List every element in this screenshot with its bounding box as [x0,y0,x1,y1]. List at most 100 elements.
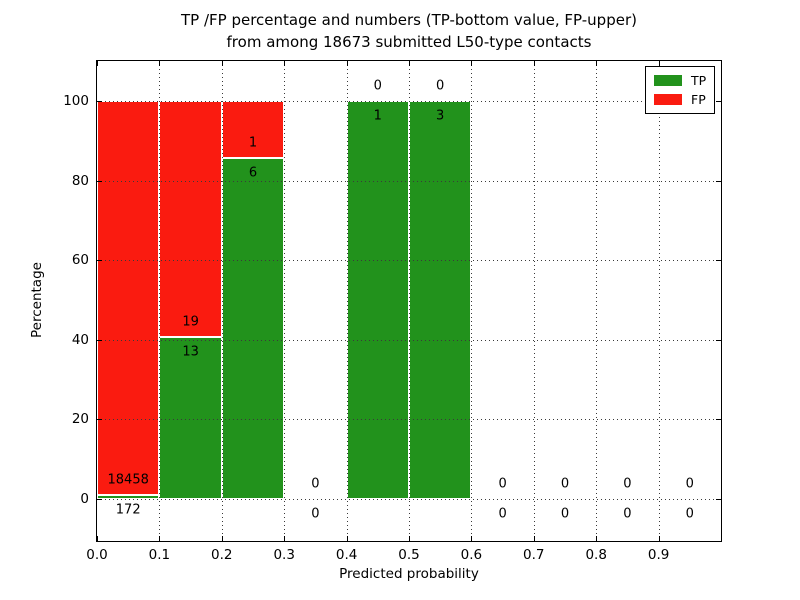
tp-count-label: 13 [182,344,199,360]
x-tick-mark [471,536,473,541]
x-tick-mark [284,536,286,541]
fp-count-label: 19 [182,314,199,330]
tp-count-label: 6 [248,165,258,181]
x-tick-mark [409,61,410,66]
x-tick-label: 0.8 [585,547,607,563]
x-tick-label: 0.7 [523,547,545,563]
gridline-x [658,61,660,541]
x-tick-mark [159,61,161,66]
y-tick-mark [716,101,721,102]
x-tick-mark [346,61,348,66]
x-tick-label: 0.1 [148,547,171,563]
y-tick-mark [97,260,102,262]
x-tick-mark [284,61,286,66]
tp-count-label: 0 [560,506,570,522]
x-tick-label: 0.0 [86,547,108,563]
y-tick-mark [97,180,102,182]
tp-count-label: 0 [685,506,694,522]
y-tick-mark [716,339,721,341]
y-tick-mark [716,260,721,262]
x-tick-mark [221,536,223,541]
y-axis-label: Percentage [29,262,45,338]
chart-title-line-2: from among 18673 submitted L50-type cont… [226,33,592,51]
fp-count-label: 0 [373,78,382,94]
bar-segment-tp [221,157,285,499]
plot-area [96,60,722,542]
fp-count-label: 1 [248,135,258,151]
gridline-x [221,61,223,541]
x-tick-label: 0.4 [335,547,358,563]
fp-count-label: 0 [560,476,570,492]
y-tick-mark [97,101,102,102]
gridline-y [97,180,721,182]
gridline-x [471,61,473,541]
x-tick-mark [221,61,223,66]
x-tick-label: 0.2 [211,547,233,563]
x-tick-mark [596,536,598,541]
y-tick-mark [97,419,102,421]
gridline-x [596,61,598,541]
bar-segment-tp [346,101,409,499]
bar-segment-fp [159,101,222,338]
x-tick-mark [658,61,660,66]
x-tick-mark [409,536,410,541]
x-tick-mark [658,536,660,541]
chart-title: TP /FP percentage and numbers (TP-bottom… [9,9,800,53]
x-tick-label: 0.9 [647,547,670,563]
y-tick-mark [716,499,721,500]
bar-segment-tp [409,101,472,499]
gridline-y [97,101,721,102]
y-tick-label: 0 [80,491,89,507]
x-tick-label: 0.3 [273,547,295,563]
gridline-x [159,61,161,541]
tp-count-label: 3 [436,108,445,124]
gridline-y [97,419,721,421]
y-tick-label: 100 [63,93,89,109]
y-tick-mark [97,499,102,500]
y-tick-label: 40 [71,331,89,348]
x-tick-mark [97,536,98,541]
x-tick-mark [346,536,348,541]
x-tick-mark [533,61,535,66]
tp-count-label: 172 [115,502,141,518]
tp-count-label: 0 [498,506,507,522]
gridline-x [284,61,286,541]
fp-count-label: 0 [436,78,445,94]
gridline-x [346,61,348,541]
fp-count-label: 0 [685,476,694,492]
tp-count-label: 0 [311,506,320,522]
x-tick-label: 0.6 [460,547,483,563]
tp-count-label: 0 [623,506,632,522]
y-tick-mark [716,180,721,182]
legend-item-tp: TP [654,71,714,90]
x-tick-mark [533,536,535,541]
tp-count-label: 1 [373,108,382,124]
fp-color-swatch [654,94,682,105]
y-tick-mark [716,419,721,421]
bar-segment-tp [159,337,222,499]
fp-count-label: 0 [311,476,320,492]
x-tick-mark [159,536,161,541]
y-tick-label: 80 [71,172,89,189]
x-tick-mark [471,61,473,66]
y-tick-label: 20 [71,411,89,428]
chart-title-line-1: TP /FP percentage and numbers (TP-bottom… [181,11,637,29]
gridline-y [97,260,721,262]
x-tick-label: 0.5 [398,547,420,563]
bar-segment-fp [97,101,160,496]
legend: TP FP [645,66,715,114]
legend-label-fp: FP [691,91,706,107]
fp-count-label: 18458 [107,472,149,488]
gridline-y [97,339,721,341]
legend-label-tp: TP [691,72,707,88]
y-tick-label: 60 [71,252,89,269]
gridline-y [97,499,721,500]
fp-count-label: 0 [498,476,507,492]
x-tick-mark [97,61,98,66]
fp-count-label: 0 [623,476,632,492]
tp-color-swatch [654,75,682,86]
gridline-x [533,61,535,541]
gridline-x [409,61,410,541]
x-tick-mark [596,61,598,66]
